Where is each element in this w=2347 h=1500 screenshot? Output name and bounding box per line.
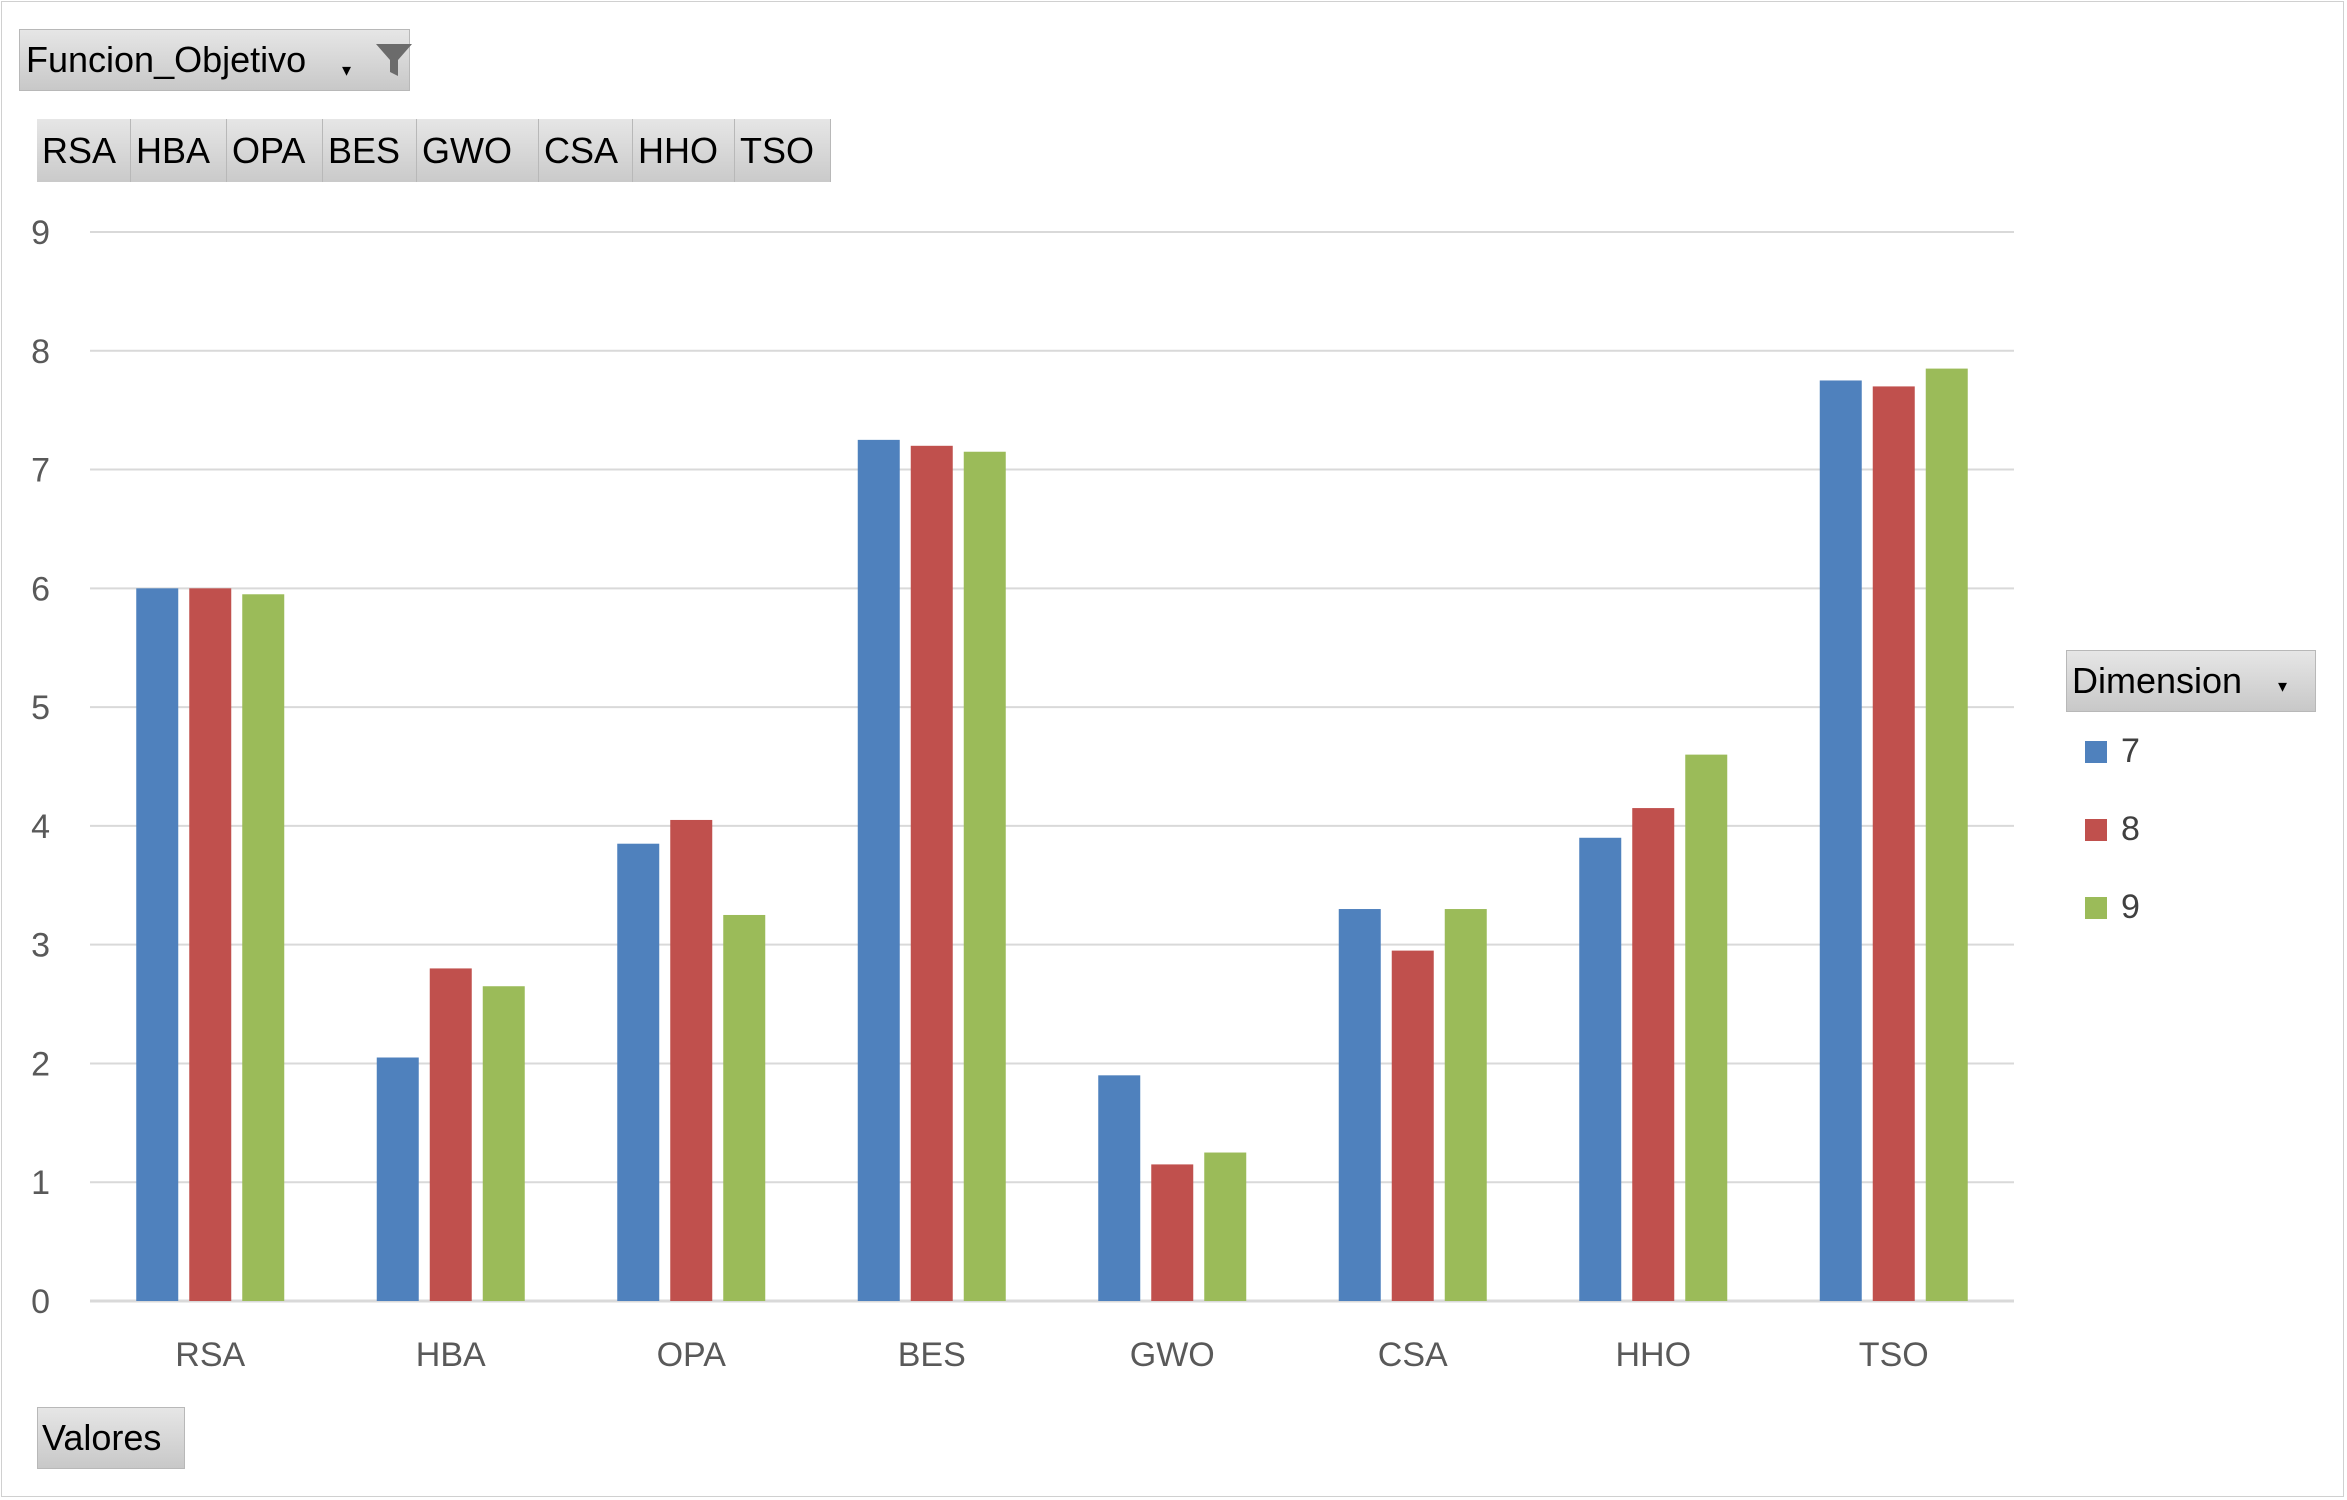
bar-opa-7[interactable] [617,843,660,1301]
legend-item-7[interactable]: 7 [2085,732,2140,771]
bar-gwo-8[interactable] [1151,1164,1194,1301]
legend-field-label: Dimension [2072,660,2243,701]
y-tick-label: 2 [31,1045,50,1083]
values-field-label: Valores [42,1417,162,1458]
bar-opa-9[interactable] [723,914,766,1301]
y-tick-label: 1 [31,1164,50,1202]
legend-item-8[interactable]: 8 [2085,810,2140,849]
legend-swatch [2085,740,2107,763]
bar-opa-8[interactable] [670,819,713,1301]
bar-hho-7[interactable] [1579,837,1622,1301]
legend-item-label: 9 [2121,888,2140,926]
legend-item-9[interactable]: 9 [2085,888,2140,927]
x-tick-label: OPA [657,1336,727,1374]
dropdown-caret-icon[interactable]: ▾ [2277,676,2287,696]
bar-hba-8[interactable] [429,968,472,1301]
bar-hho-8[interactable] [1632,808,1675,1301]
legend-swatch [2085,896,2107,919]
legend-swatch [2085,818,2107,841]
y-tick-label: 6 [31,570,50,608]
legend-item-label: 7 [2121,732,2140,770]
bar-rsa-8[interactable] [189,588,232,1301]
funnel-icon[interactable] [372,38,416,82]
bar-tso-7[interactable] [1819,380,1862,1301]
bar-gwo-9[interactable] [1204,1152,1247,1301]
axis-field-button-csa[interactable]: CSA [539,119,633,182]
dropdown-caret-icon[interactable]: ▾ [342,60,352,80]
legend-item-label: 8 [2121,810,2140,848]
bar-csa-9[interactable] [1444,909,1487,1301]
x-tick-label: HHO [1615,1336,1691,1374]
axis-field-buttons: RSA HBA OPA BES GWO CSA HHO TSO [37,119,831,182]
bar-rsa-9[interactable] [242,594,285,1301]
bar-hba-7[interactable] [376,1057,419,1301]
axis-field-button-gwo[interactable]: GWO [417,119,539,182]
axis-field-button-hba[interactable]: HBA [131,119,227,182]
bar-tso-9[interactable] [1925,368,1968,1301]
bar-hho-9[interactable] [1685,754,1728,1301]
y-tick-label: 9 [31,214,50,252]
y-tick-label: 0 [31,1283,50,1321]
y-tick-label: 8 [31,333,50,371]
bar-rsa-7[interactable] [136,588,179,1301]
axis-field-button-tso[interactable]: TSO [735,119,831,182]
x-tick-label: HBA [416,1336,486,1374]
x-tick-label: TSO [1859,1336,1929,1374]
bar-bes-9[interactable] [963,451,1006,1301]
x-tick-label: GWO [1130,1336,1215,1374]
x-tick-label: RSA [175,1336,245,1374]
legend-field-button[interactable]: Dimension ▾ [2066,650,2316,712]
bar-gwo-7[interactable] [1098,1075,1141,1301]
axis-field-button-opa[interactable]: OPA [227,119,323,182]
y-tick-label: 5 [31,689,50,727]
y-tick-label: 7 [31,452,50,490]
y-tick-label: 3 [31,927,50,965]
axis-field-button-hho[interactable]: HHO [633,119,735,182]
y-tick-label: 4 [31,808,50,846]
x-tick-label: CSA [1378,1336,1448,1374]
filter-field-button[interactable]: Funcion_Objetivo ▾ [19,29,412,91]
axis-field-button-rsa[interactable]: RSA [37,119,131,182]
values-field-button[interactable]: Valores [37,1407,185,1469]
bar-tso-8[interactable] [1872,386,1915,1301]
bar-csa-8[interactable] [1391,950,1434,1301]
filter-field-label: Funcion_Objetivo [26,39,307,80]
bar-bes-8[interactable] [910,445,953,1301]
axis-field-button-bes[interactable]: BES [323,119,417,182]
x-tick-label: BES [898,1336,966,1374]
bar-hba-9[interactable] [482,986,525,1301]
bar-csa-7[interactable] [1338,909,1381,1301]
bar-bes-7[interactable] [857,439,900,1302]
